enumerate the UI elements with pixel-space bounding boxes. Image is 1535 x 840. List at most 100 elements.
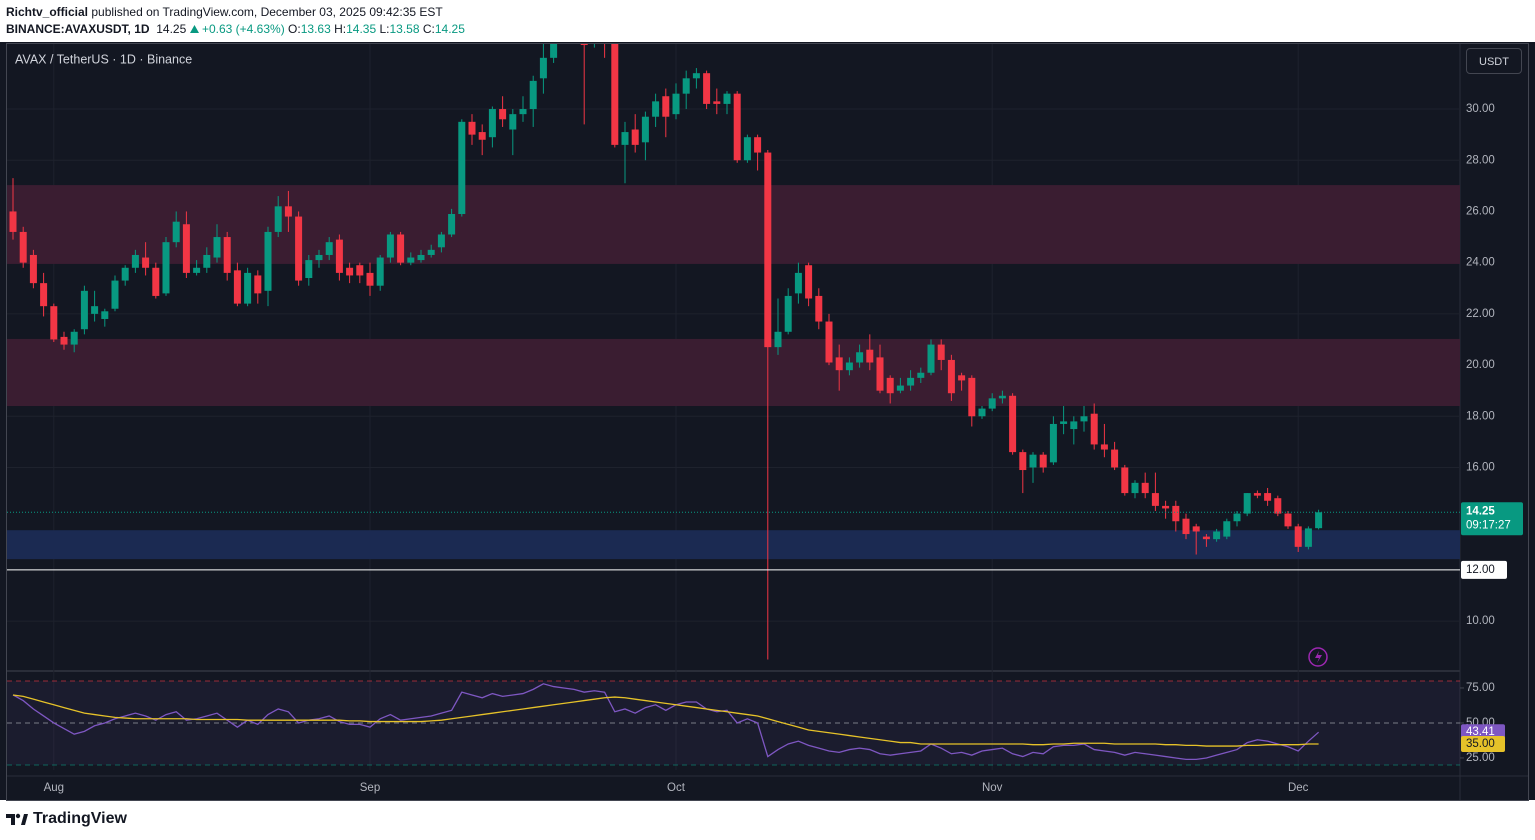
brand: TradingView bbox=[33, 810, 127, 827]
candle-body bbox=[611, 44, 619, 145]
candle-body bbox=[835, 357, 843, 371]
symbol-line: BINANCE:AVAXUSDT, 1D 14.25 +0.63 (+4.63%… bbox=[6, 21, 465, 38]
hline-label: 12.00 bbox=[1466, 564, 1495, 576]
candle-body bbox=[794, 272, 802, 294]
candle-body bbox=[1315, 512, 1323, 529]
candle-body bbox=[509, 114, 517, 130]
candle-body bbox=[468, 121, 476, 135]
rsi-value-label: 43.41 bbox=[1466, 726, 1495, 738]
change: +0.63 (+4.63%) bbox=[201, 22, 285, 36]
candle-body bbox=[1253, 493, 1261, 496]
y-tick-label: 22.00 bbox=[1466, 308, 1495, 320]
candle-body bbox=[427, 249, 435, 255]
candle-body bbox=[213, 237, 221, 258]
y-tick-label: 24.00 bbox=[1466, 257, 1495, 269]
candle-body bbox=[1284, 513, 1292, 527]
candle-body bbox=[478, 132, 486, 140]
rsi-value-box bbox=[1461, 735, 1505, 752]
candle-body bbox=[417, 254, 425, 261]
candle-body bbox=[1172, 505, 1180, 522]
candle-body bbox=[1090, 413, 1098, 445]
candle-body bbox=[193, 267, 201, 273]
candle-body bbox=[947, 359, 955, 394]
candle-body bbox=[1100, 444, 1108, 450]
candle-body bbox=[601, 19, 608, 42]
publisher: Richtv_official bbox=[6, 5, 89, 19]
rsi-tick-label: 25.00 bbox=[1466, 752, 1495, 764]
candle-body bbox=[376, 257, 384, 286]
currency-button[interactable]: USDT bbox=[1466, 48, 1522, 74]
candle-body bbox=[1182, 518, 1190, 535]
candle-body bbox=[1141, 482, 1149, 494]
candle-body bbox=[784, 295, 792, 332]
candle-body bbox=[233, 270, 241, 304]
candle-body bbox=[580, 44, 588, 46]
candle-body bbox=[121, 267, 129, 281]
candle-body bbox=[182, 224, 190, 273]
header: Richtv_official published on TradingView… bbox=[6, 4, 465, 38]
candle-body bbox=[1049, 423, 1057, 463]
candle-body bbox=[743, 137, 751, 161]
candle-body bbox=[774, 331, 782, 348]
published-text: published on TradingView.com, December 0… bbox=[91, 5, 443, 19]
candle-body bbox=[631, 129, 639, 145]
candle-body bbox=[29, 254, 37, 284]
publish-line: Richtv_official published on TradingView… bbox=[6, 4, 465, 21]
y-tick-label: 18.00 bbox=[1466, 410, 1495, 422]
candle-body bbox=[672, 93, 680, 115]
countdown-label: 09:17:27 bbox=[1466, 519, 1511, 531]
candle-body bbox=[315, 254, 323, 261]
candle-body bbox=[825, 321, 833, 363]
zone bbox=[7, 185, 1460, 264]
candle-body bbox=[968, 377, 976, 417]
ohlc-value: 14.35 bbox=[346, 22, 377, 36]
candle-body bbox=[641, 116, 649, 143]
candle-body bbox=[876, 357, 884, 391]
price-pane bbox=[7, 7, 1460, 660]
candle-body bbox=[1029, 454, 1037, 468]
candle-body bbox=[356, 265, 364, 276]
zone bbox=[7, 530, 1460, 560]
candle-body bbox=[1151, 493, 1159, 506]
candle-body bbox=[958, 375, 966, 381]
ohlc-label: O: bbox=[288, 22, 301, 36]
chart-border bbox=[6, 43, 1529, 801]
indicator-line bbox=[12, 694, 1319, 747]
candle-body bbox=[386, 234, 394, 258]
candle-body bbox=[652, 101, 660, 117]
alert-icon[interactable] bbox=[1308, 647, 1328, 667]
y-tick-label: 26.00 bbox=[1466, 205, 1495, 217]
x-tick-label: Sep bbox=[360, 782, 380, 794]
candle-body bbox=[621, 132, 629, 145]
candle-body bbox=[1111, 449, 1119, 468]
candle-body bbox=[131, 254, 139, 268]
x-tick-label: Dec bbox=[1288, 782, 1309, 794]
candle-body bbox=[1304, 528, 1312, 547]
y-tick-label: 10.00 bbox=[1466, 615, 1495, 627]
candle-body bbox=[866, 349, 874, 363]
chart-title: AVAX / TetherUS · 1D · Binance bbox=[15, 52, 192, 66]
candle-body bbox=[896, 385, 904, 391]
candle-body bbox=[407, 257, 415, 263]
candle-body bbox=[335, 239, 343, 273]
rsi-pane bbox=[7, 680, 1460, 766]
candle-body bbox=[244, 272, 252, 304]
candle-body bbox=[682, 78, 690, 94]
y-tick-label: 28.00 bbox=[1466, 154, 1495, 166]
y-tick-label: 30.00 bbox=[1466, 103, 1495, 115]
candle-body bbox=[571, 7, 578, 12]
ohlc-value: 14.25 bbox=[434, 22, 465, 36]
candle-body bbox=[448, 214, 456, 235]
candle-body bbox=[437, 234, 445, 248]
candle-body bbox=[50, 306, 58, 340]
rsi-value-label: 35.00 bbox=[1466, 738, 1495, 750]
zone bbox=[7, 338, 1460, 407]
indicator-line bbox=[12, 683, 1320, 761]
axes: Aug Sep Oct Nov Dec 10.00 16.00 18.00 20.00 22.00… bbox=[44, 103, 1495, 794]
candle-body bbox=[1294, 526, 1302, 547]
candle-body bbox=[998, 395, 1006, 399]
candle-body bbox=[937, 344, 945, 360]
y-tick-label: 20.00 bbox=[1466, 359, 1495, 371]
candle-body bbox=[1080, 416, 1088, 422]
